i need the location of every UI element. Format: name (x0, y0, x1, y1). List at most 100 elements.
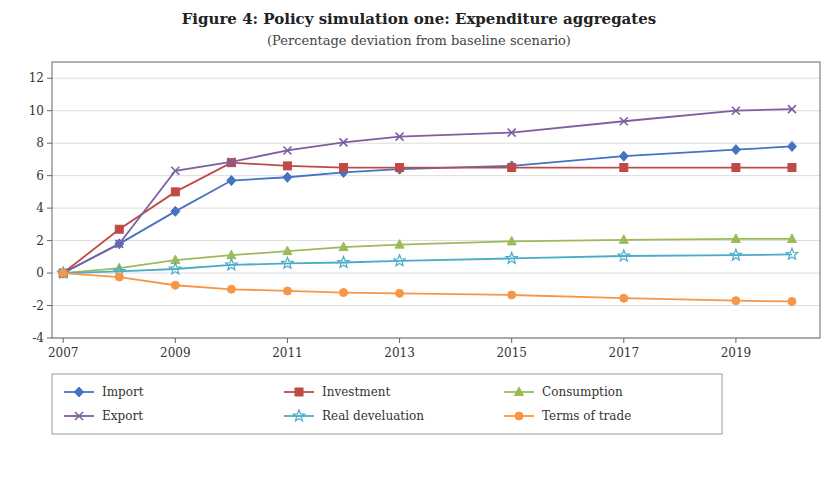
grid-line (52, 305, 820, 306)
point (787, 234, 796, 243)
series (58, 248, 798, 278)
legend-label: Investment (322, 385, 391, 399)
y-tick-label: 0 (36, 266, 44, 280)
series-line (63, 163, 792, 273)
y-tick-label: 12 (29, 71, 44, 85)
y-tick-label: 8 (36, 136, 44, 150)
point (283, 172, 292, 182)
point (226, 259, 237, 270)
point (283, 287, 291, 295)
subtitle: (Percentage deviation from baseline scen… (267, 33, 571, 48)
x-tick (175, 338, 176, 343)
grid-line (52, 110, 820, 111)
point (227, 158, 235, 166)
point (338, 257, 349, 268)
point (394, 255, 405, 266)
point (115, 273, 123, 281)
point (340, 164, 348, 172)
point (170, 263, 181, 274)
legend-marker (515, 412, 523, 420)
series-line (63, 239, 792, 273)
y-tick (47, 240, 52, 241)
point (508, 164, 516, 172)
point (508, 291, 516, 299)
x-tick-label: 2017 (609, 346, 640, 360)
point (786, 248, 797, 259)
point (171, 206, 180, 216)
series-line (63, 109, 792, 273)
point (787, 141, 796, 151)
point (732, 164, 740, 172)
point (283, 162, 291, 170)
y-tick-label: 4 (36, 201, 44, 215)
x-tick (511, 338, 512, 343)
series-group (58, 105, 798, 305)
x-tick (63, 338, 64, 343)
point (396, 133, 404, 141)
legend-frame (52, 374, 722, 434)
point (58, 267, 69, 278)
legend-marker (75, 387, 84, 397)
point (731, 145, 740, 155)
point (731, 234, 740, 243)
point (788, 164, 796, 172)
grid-line (52, 78, 820, 79)
legend-label: Consumption (542, 385, 623, 399)
point (340, 289, 348, 297)
point (788, 297, 796, 305)
legend-marker (295, 388, 303, 396)
series-line (63, 273, 792, 301)
y-tick-label: -4 (32, 331, 44, 345)
point (620, 294, 628, 302)
point (171, 167, 179, 175)
point (283, 246, 292, 255)
x-tick-label: 2009 (160, 346, 191, 360)
point (59, 269, 67, 277)
series (59, 269, 796, 305)
legend: ImportInvestmentConsumptionExportReal de… (52, 374, 722, 434)
point (620, 117, 628, 125)
series (59, 105, 796, 277)
y-tick (47, 338, 52, 339)
point (227, 176, 236, 186)
point (788, 105, 796, 113)
legend-label: Import (102, 385, 144, 399)
legend-marker (293, 410, 304, 421)
legend-marker (75, 412, 83, 420)
y-tick (47, 110, 52, 111)
y-tick (47, 208, 52, 209)
y-tick-label: 10 (29, 104, 44, 118)
point (115, 240, 123, 248)
point (508, 129, 516, 137)
point (115, 225, 123, 233)
point (620, 164, 628, 172)
point (171, 281, 179, 289)
y-tick (47, 273, 52, 274)
point (396, 289, 404, 297)
grid-line (52, 175, 820, 176)
legend-label: Real develuation (322, 409, 424, 423)
x-tick (287, 338, 288, 343)
grid-line (52, 208, 820, 209)
chart: Figure 4: Policy simulation one: Expendi… (0, 0, 838, 482)
point (395, 240, 404, 249)
point (59, 269, 67, 277)
point (395, 164, 404, 174)
x-tick-label: 2011 (272, 346, 303, 360)
y-tick-label: 2 (36, 234, 44, 248)
grid-line (52, 273, 820, 274)
point (59, 268, 68, 277)
grid-line (52, 143, 820, 144)
point (732, 297, 740, 305)
title: Figure 4: Policy simulation one: Expendi… (182, 10, 657, 28)
point (396, 164, 404, 172)
point (730, 249, 741, 260)
point (732, 107, 740, 115)
legend-line (284, 415, 314, 417)
x-tick-label: 2013 (384, 346, 415, 360)
x-tick (399, 338, 400, 343)
x-tick-label: 2015 (496, 346, 527, 360)
series (59, 159, 796, 277)
y-tick (47, 143, 52, 144)
y-tick-label: -2 (32, 299, 44, 313)
